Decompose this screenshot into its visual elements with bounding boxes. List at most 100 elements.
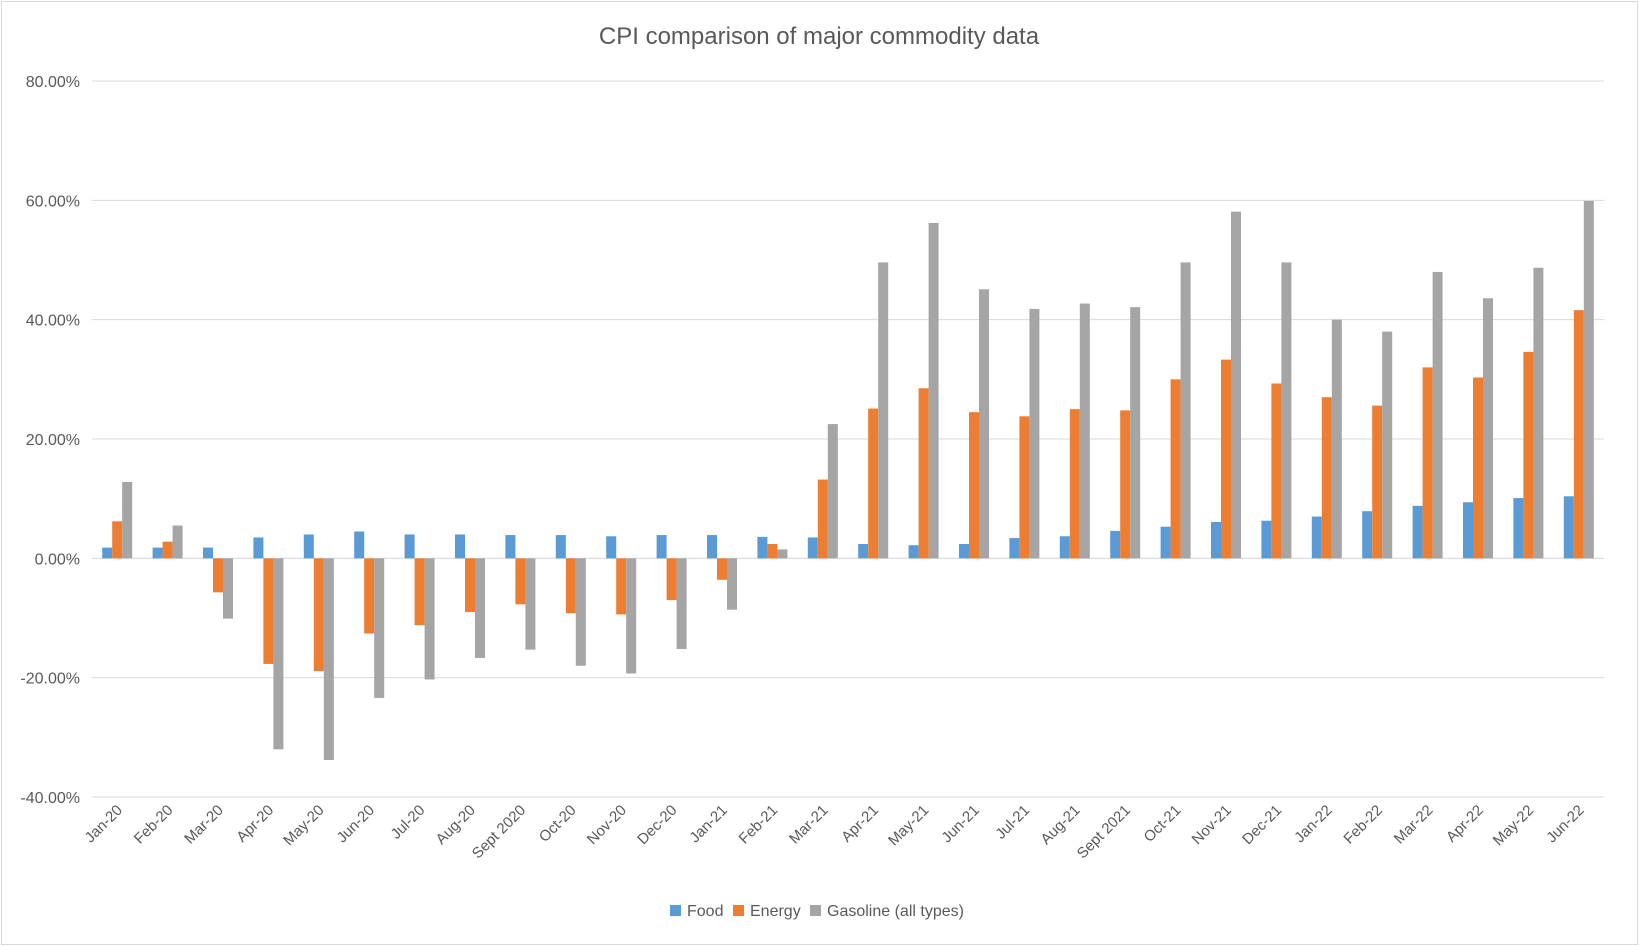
bar-gasoline-all-types bbox=[1483, 298, 1493, 559]
y-tick-label: 80.00% bbox=[26, 74, 80, 91]
bar-gasoline-all-types bbox=[172, 525, 183, 559]
x-tick-label: Sept 2021 bbox=[1074, 802, 1134, 862]
x-tick-label: Apr-21 bbox=[838, 802, 882, 846]
x-tick-label: Jul-20 bbox=[388, 802, 429, 843]
bar-food bbox=[1261, 520, 1272, 559]
x-tick-label: Jan-20 bbox=[82, 802, 126, 846]
bar-energy bbox=[1321, 397, 1332, 559]
bar-energy bbox=[817, 479, 828, 559]
x-tick-label: Jun-22 bbox=[1543, 802, 1587, 846]
bar-gasoline-all-types bbox=[1432, 271, 1443, 559]
x-tick-label: Feb-20 bbox=[131, 802, 177, 848]
x-tick-label: Jan-21 bbox=[686, 802, 730, 846]
bar-energy bbox=[918, 388, 929, 559]
bar-energy bbox=[717, 558, 727, 580]
bar-food bbox=[1059, 536, 1070, 559]
bar-gasoline-all-types bbox=[727, 558, 737, 610]
x-tick-label: Mar-22 bbox=[1391, 802, 1437, 848]
bar-gasoline-all-types bbox=[1533, 267, 1544, 559]
legend-swatch bbox=[670, 905, 681, 916]
bar-energy bbox=[162, 541, 173, 559]
legend-label: Gasoline (all types) bbox=[827, 903, 964, 920]
bar-gasoline-all-types bbox=[475, 558, 485, 658]
bar-gasoline-all-types bbox=[273, 558, 284, 750]
bar-energy bbox=[767, 544, 778, 559]
bar-food bbox=[757, 536, 768, 559]
bar-food bbox=[404, 534, 415, 559]
bar-food bbox=[203, 547, 213, 559]
bar-energy bbox=[969, 412, 979, 559]
x-tick-label: Dec-20 bbox=[634, 802, 680, 848]
bar-food bbox=[606, 536, 617, 559]
bar-gasoline-all-types bbox=[878, 262, 889, 559]
bar-food bbox=[1211, 521, 1221, 559]
x-tick-label: Apr-20 bbox=[233, 802, 277, 846]
bar-energy bbox=[112, 521, 123, 559]
x-tick-label: Jun-21 bbox=[938, 802, 982, 846]
bar-food bbox=[1160, 526, 1171, 559]
x-tick-label: Sept 2020 bbox=[469, 802, 529, 862]
bar-food bbox=[455, 534, 465, 559]
bar-energy bbox=[1523, 351, 1534, 559]
bar-gasoline-all-types bbox=[1029, 308, 1040, 559]
bar-food bbox=[858, 544, 869, 559]
bar-food bbox=[354, 531, 365, 559]
bar-food bbox=[505, 535, 516, 559]
legend-label: Food bbox=[687, 903, 723, 920]
legend-label: Energy bbox=[750, 903, 801, 920]
x-tick-label: Mar-20 bbox=[181, 802, 227, 848]
bar-gasoline-all-types bbox=[1583, 200, 1594, 559]
bar-gasoline-all-types bbox=[1231, 211, 1241, 559]
bar-food bbox=[152, 547, 163, 559]
bar-gasoline-all-types bbox=[323, 558, 334, 761]
gridlines bbox=[92, 80, 1604, 798]
x-tick-label: May-20 bbox=[280, 802, 327, 849]
x-tick-label: Dec-21 bbox=[1239, 802, 1285, 848]
x-tick-label: Jun-20 bbox=[334, 802, 378, 846]
bar-gasoline-all-types bbox=[979, 289, 989, 559]
x-tick-label: Aug-21 bbox=[1037, 802, 1083, 848]
x-tick-label: May-21 bbox=[885, 802, 932, 849]
bar-energy bbox=[465, 558, 475, 613]
bar-energy bbox=[1069, 409, 1080, 559]
bar-food bbox=[707, 535, 717, 559]
bar-energy bbox=[1271, 383, 1282, 559]
x-tick-label: Feb-21 bbox=[736, 802, 782, 848]
x-tick-label: Nov-21 bbox=[1189, 802, 1235, 848]
bar-food bbox=[1412, 505, 1423, 559]
bar-energy bbox=[1473, 377, 1483, 559]
bar-gasoline-all-types bbox=[575, 558, 586, 666]
bar-energy bbox=[616, 558, 627, 615]
bar-gasoline-all-types bbox=[525, 558, 536, 650]
bar-energy bbox=[1170, 379, 1181, 559]
x-tick-label: Apr-22 bbox=[1443, 802, 1487, 846]
bar-energy bbox=[1019, 416, 1030, 559]
x-tick-label: Nov-20 bbox=[584, 802, 630, 848]
bar-food bbox=[1110, 530, 1121, 559]
x-tick-label: Aug-20 bbox=[433, 802, 479, 848]
bar-energy bbox=[515, 558, 526, 605]
bar-gasoline-all-types bbox=[676, 558, 687, 650]
bar-food bbox=[303, 534, 314, 559]
legend-swatch bbox=[810, 905, 821, 916]
bar-food bbox=[908, 545, 919, 559]
bar-gasoline-all-types bbox=[122, 481, 133, 559]
y-tick-label: -20.00% bbox=[20, 671, 80, 688]
bar-energy bbox=[565, 558, 576, 614]
bar-gasoline-all-types bbox=[1130, 307, 1141, 559]
legend-swatch bbox=[733, 905, 744, 916]
bar-energy bbox=[313, 558, 324, 672]
bar-gasoline-all-types bbox=[626, 558, 637, 674]
bar-gasoline-all-types bbox=[1382, 331, 1393, 559]
bar-energy bbox=[1372, 405, 1383, 559]
bar-energy bbox=[414, 558, 425, 626]
x-tick-label: Oct-21 bbox=[1141, 802, 1185, 846]
x-tick-label: Feb-22 bbox=[1340, 802, 1386, 848]
bar-gasoline-all-types bbox=[827, 424, 838, 559]
bar-gasoline-all-types bbox=[374, 558, 385, 698]
bar-gasoline-all-types bbox=[777, 549, 788, 559]
y-tick-label: -40.00% bbox=[20, 790, 80, 807]
bar-energy bbox=[666, 558, 677, 601]
